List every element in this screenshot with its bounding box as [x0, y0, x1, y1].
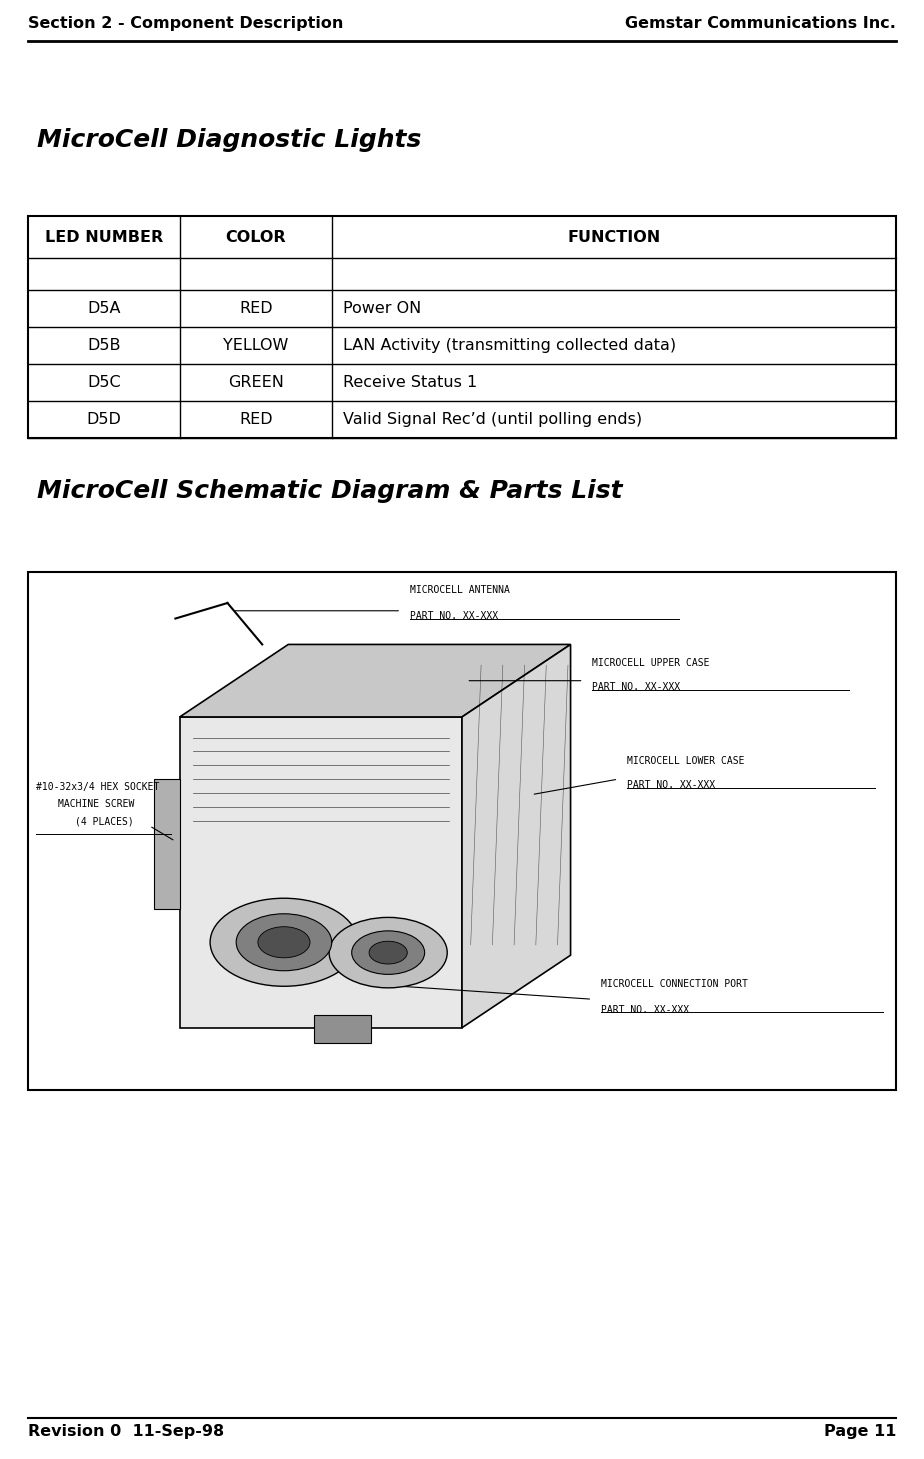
Circle shape — [210, 899, 358, 986]
Circle shape — [258, 926, 310, 957]
Text: Valid Signal Rec’d (until polling ends): Valid Signal Rec’d (until polling ends) — [343, 411, 642, 426]
Text: LAN Activity (transmitting collected data): LAN Activity (transmitting collected dat… — [343, 338, 676, 353]
Polygon shape — [179, 645, 570, 716]
Text: D5A: D5A — [87, 301, 120, 315]
Text: MICROCELL LOWER CASE: MICROCELL LOWER CASE — [627, 756, 745, 766]
Text: MACHINE SCREW: MACHINE SCREW — [58, 798, 135, 808]
Text: PART NO. XX-XXX: PART NO. XX-XXX — [627, 781, 715, 791]
Text: D5C: D5C — [87, 375, 120, 390]
Polygon shape — [153, 779, 179, 909]
Text: (4 PLACES): (4 PLACES) — [76, 817, 134, 827]
Text: RED: RED — [239, 301, 273, 315]
Text: Section 2 - Component Description: Section 2 - Component Description — [28, 16, 343, 31]
Bar — [28, 572, 896, 1090]
Text: PART NO. XX-XXX: PART NO. XX-XXX — [410, 611, 498, 620]
Circle shape — [329, 918, 447, 988]
Text: GREEN: GREEN — [228, 375, 284, 390]
Text: Power ON: Power ON — [343, 301, 421, 315]
Text: MICROCELL ANTENNA: MICROCELL ANTENNA — [410, 585, 510, 595]
Text: D5D: D5D — [86, 411, 121, 426]
Bar — [28, 216, 896, 438]
Circle shape — [352, 931, 425, 975]
Text: #10-32x3/4 HEX SOCKET: #10-32x3/4 HEX SOCKET — [36, 782, 160, 792]
Text: Gemstar Communications Inc.: Gemstar Communications Inc. — [626, 16, 896, 31]
Text: MicroCell Diagnostic Lights: MicroCell Diagnostic Lights — [37, 128, 421, 152]
Text: PART NO. XX-XXX: PART NO. XX-XXX — [592, 681, 680, 692]
Circle shape — [237, 913, 332, 970]
Text: PART NO. XX-XXX: PART NO. XX-XXX — [601, 1005, 689, 1015]
Text: Receive Status 1: Receive Status 1 — [343, 375, 477, 390]
Text: COLOR: COLOR — [225, 229, 286, 245]
Polygon shape — [179, 716, 462, 1027]
Bar — [314, 1015, 371, 1043]
Circle shape — [369, 941, 407, 964]
Text: Revision 0  11-Sep-98: Revision 0 11-Sep-98 — [28, 1424, 224, 1439]
Text: FUNCTION: FUNCTION — [567, 229, 661, 245]
Text: MICROCELL UPPER CASE: MICROCELL UPPER CASE — [592, 658, 710, 668]
Text: D5B: D5B — [87, 338, 120, 353]
Text: MICROCELL CONNECTION PORT: MICROCELL CONNECTION PORT — [601, 979, 748, 989]
Text: YELLOW: YELLOW — [223, 338, 288, 353]
Text: MicroCell Schematic Diagram & Parts List: MicroCell Schematic Diagram & Parts List — [37, 479, 623, 502]
Text: LED NUMBER: LED NUMBER — [44, 229, 163, 245]
Text: RED: RED — [239, 411, 273, 426]
Polygon shape — [462, 645, 570, 1027]
Text: Page 11: Page 11 — [824, 1424, 896, 1439]
